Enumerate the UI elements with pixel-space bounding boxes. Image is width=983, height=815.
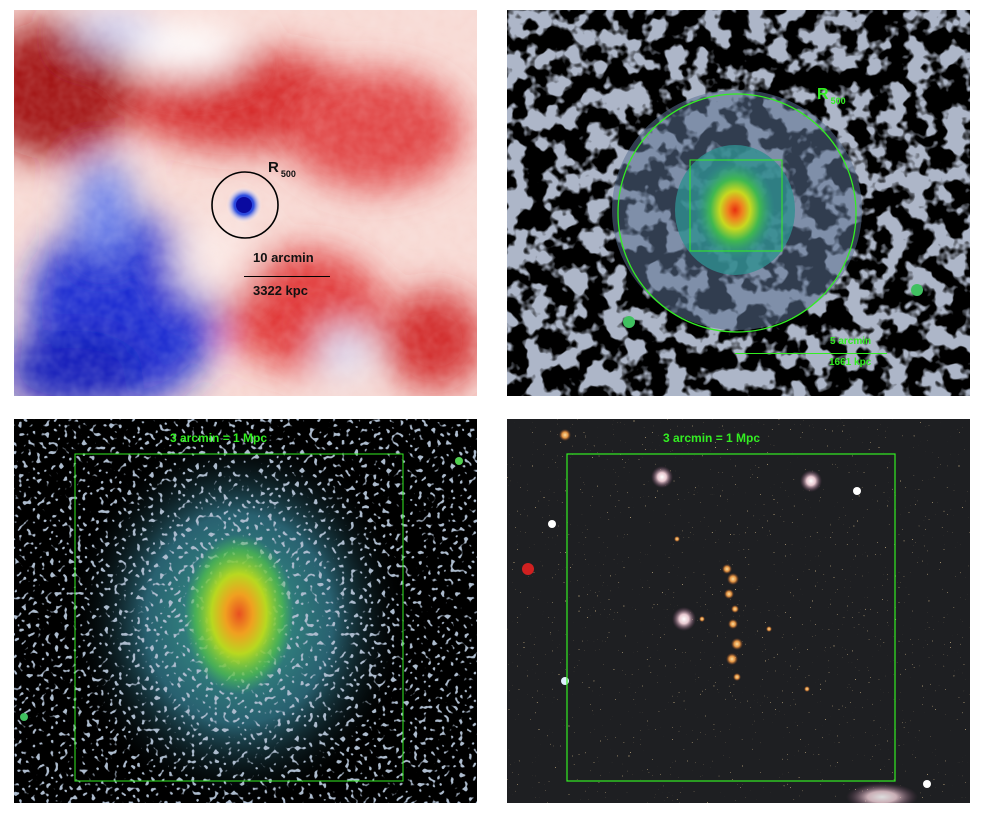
optical-image: [507, 419, 970, 803]
r500-circle: [617, 93, 857, 333]
xray-scale-angle: 5 arcmin: [830, 336, 872, 347]
xray-zoom-panel: [14, 419, 477, 803]
sz-map-panel: [14, 10, 477, 396]
xray-wide-image: [507, 10, 970, 396]
optical-scale-label: 3 arcmin = 1 Mpc: [663, 431, 761, 445]
xray-scale-bar: [735, 353, 887, 354]
xray-zoom-image: [14, 419, 477, 803]
sz-map-image: [14, 10, 477, 396]
zoom-box: [689, 159, 783, 252]
sz-scale-angle: 10 arcmin: [253, 250, 314, 265]
xray-scale-distance: 1661 kpc: [829, 357, 872, 368]
xray-r500-label: R 500: [817, 86, 846, 106]
optical-panel: [507, 419, 970, 803]
xray-wide-panel: [507, 10, 970, 396]
galaxy-chain: [674, 536, 810, 692]
one-mpc-box: [74, 453, 404, 782]
sz-r500-label: R 500: [268, 159, 296, 179]
xray-zoom-scale-label: 3 arcmin = 1 Mpc: [170, 431, 268, 445]
r500-circle: [211, 171, 279, 239]
sz-scale-bar: [244, 276, 330, 277]
one-mpc-box: [566, 453, 896, 782]
sz-scale-distance: 3322 kpc: [253, 283, 308, 298]
